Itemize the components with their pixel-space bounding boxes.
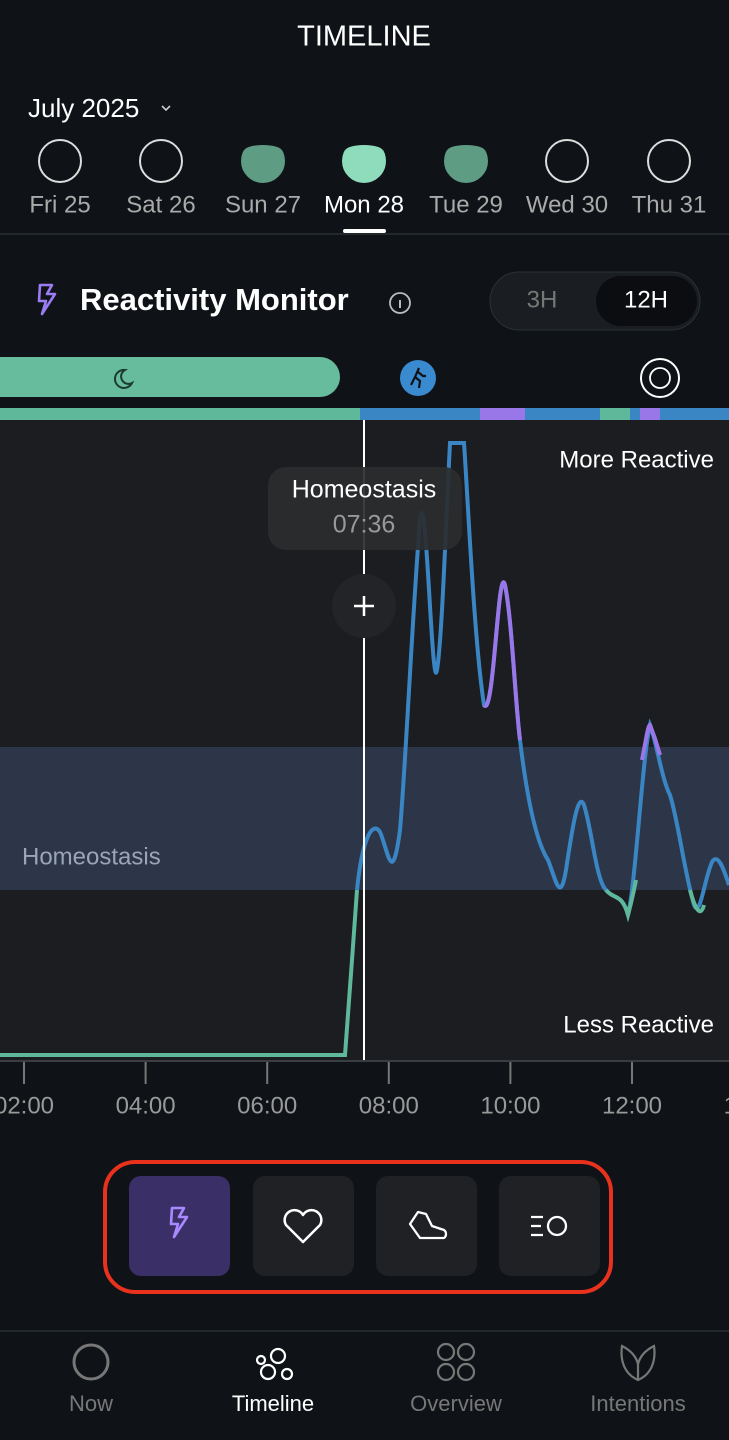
- plus-icon: [354, 596, 374, 616]
- day-fill: [343, 140, 385, 182]
- nav-label[interactable]: Intentions: [590, 1391, 685, 1416]
- nav-label[interactable]: Timeline: [232, 1391, 314, 1416]
- page-title: TIMELINE: [297, 21, 431, 53]
- day-fill: [242, 140, 284, 182]
- tooltip: [268, 467, 462, 550]
- nav-icon: [280, 1367, 294, 1381]
- info-icon[interactable]: [389, 292, 411, 314]
- day-strip: Fri 25 Sat 26 Sun 27 Mon 28 Tue 29 Wed 30 Thu …: [29, 132, 706, 218]
- nav-icon: [620, 1344, 656, 1382]
- highlight-box: [103, 1160, 613, 1294]
- month-picker[interactable]: July 2025: [28, 93, 139, 123]
- state-strip: [600, 408, 630, 420]
- heart-icon: [283, 1208, 323, 1244]
- reactivity-line: [0, 889, 359, 1057]
- x-tick-label: 12:00: [602, 1092, 662, 1119]
- day-ring[interactable]: [38, 139, 82, 183]
- circle-icon: [546, 1215, 568, 1237]
- reactivity-peak: [640, 722, 662, 761]
- x-tick-label: 02:00: [0, 1092, 54, 1119]
- chevron: [161, 105, 171, 112]
- sleep-bar: [0, 357, 340, 397]
- shoe-icon: [408, 1210, 448, 1240]
- state-strip: [640, 408, 660, 420]
- walker: [410, 367, 426, 389]
- day-label[interactable]: Sun 27: [225, 191, 301, 218]
- x-tick-label: 08:00: [359, 1092, 419, 1119]
- range-selected: [596, 276, 697, 326]
- x-tick-label: 10:00: [480, 1092, 540, 1119]
- chat-bubble: [649, 367, 671, 389]
- bolt-icon: [169, 1206, 189, 1239]
- state-strip: [0, 408, 360, 420]
- nav-icon: [255, 1354, 267, 1366]
- x-tick-label: 14:00: [724, 1092, 729, 1119]
- state-strip: [480, 408, 525, 420]
- day-fill: [445, 140, 487, 182]
- chat-icon[interactable]: [640, 358, 680, 398]
- tooltip-title: Homeostasis: [292, 476, 437, 504]
- top-label: More Reactive: [559, 446, 714, 473]
- day-label[interactable]: Fri 25: [29, 191, 90, 218]
- range-12h[interactable]: 12H: [624, 286, 668, 313]
- reactivity-low: [604, 879, 638, 923]
- day-label[interactable]: Tue 29: [429, 191, 503, 218]
- tab-steps[interactable]: [376, 1176, 477, 1276]
- day-label[interactable]: Thu 31: [632, 191, 707, 218]
- tab-heart[interactable]: [253, 1176, 354, 1276]
- tab-breath[interactable]: [499, 1176, 600, 1276]
- reactivity-low: [688, 889, 706, 914]
- nav-label[interactable]: Overview: [410, 1391, 502, 1416]
- bottom-nav: Now Timeline Overview Intentions: [69, 1391, 686, 1416]
- x-tick-label: 04:00: [116, 1092, 176, 1119]
- nav-icon: [259, 1363, 277, 1381]
- nav-icon: [269, 1347, 287, 1365]
- day-label[interactable]: Sat 26: [126, 191, 195, 218]
- bottom-label: Less Reactive: [563, 1011, 714, 1038]
- nav-label[interactable]: Now: [69, 1391, 113, 1416]
- day-empty: [244, 132, 282, 151]
- day-ring[interactable]: [139, 139, 183, 183]
- moon-icon: [113, 368, 135, 389]
- nav-icon: [72, 1343, 110, 1381]
- range-3h[interactable]: 3H: [527, 286, 558, 313]
- x-axis-labels: 02:00 04:00 06:00 08:00 10:00 12:00 14:00: [0, 1062, 729, 1119]
- lines-icon: [531, 1215, 543, 1237]
- band-label: Homeostasis: [22, 843, 161, 870]
- day-empty: [345, 132, 383, 151]
- day-ring[interactable]: [545, 139, 589, 183]
- tab-reactivity[interactable]: [129, 1176, 230, 1276]
- tooltip-time: 07:36: [333, 511, 396, 539]
- day-indicator: [343, 229, 386, 233]
- day-empty: [447, 132, 485, 151]
- day-label[interactable]: Wed 30: [526, 191, 608, 218]
- nav-icon: [436, 1342, 476, 1382]
- x-tick-label: 06:00: [237, 1092, 297, 1119]
- reactivity-peak: [482, 580, 522, 741]
- day-label[interactable]: Mon 28: [324, 191, 404, 218]
- monitor-title: Reactivity Monitor: [80, 282, 349, 317]
- bolt-icon: [37, 283, 57, 316]
- day-ring[interactable]: [647, 139, 691, 183]
- state-strip: [360, 408, 729, 420]
